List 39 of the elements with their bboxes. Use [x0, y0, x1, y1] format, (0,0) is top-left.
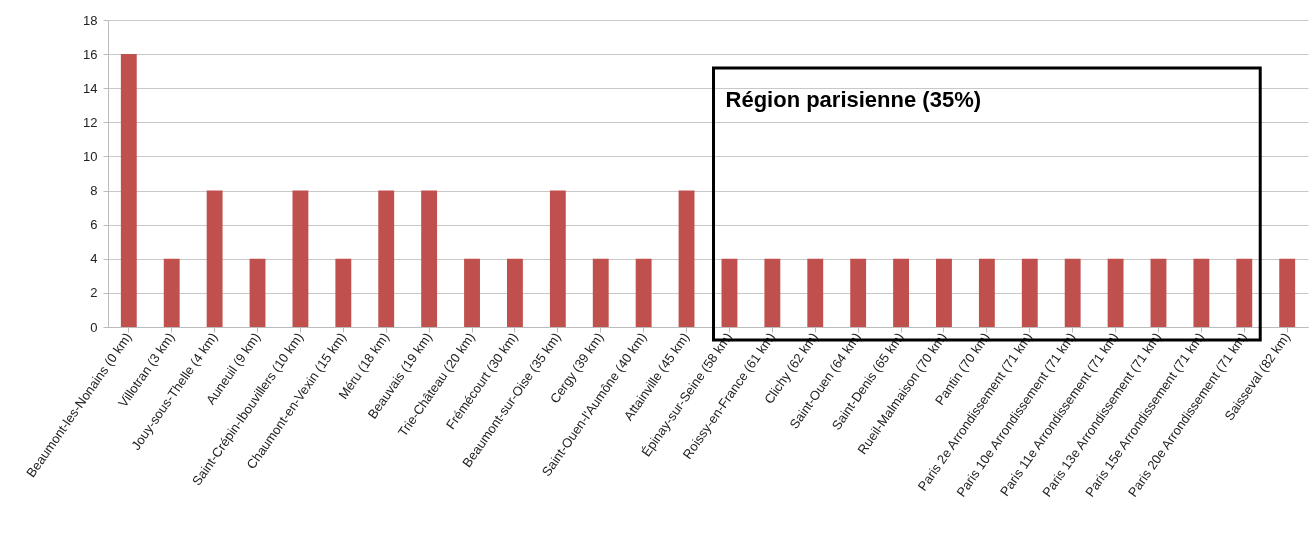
bar — [507, 258, 523, 327]
bar — [249, 258, 266, 327]
bar — [163, 258, 180, 327]
bar — [1193, 258, 1210, 327]
bar — [721, 258, 738, 327]
y-tick-label: 0 — [90, 319, 98, 335]
bar — [764, 258, 781, 327]
y-tick-label: 14 — [83, 80, 98, 96]
bar — [850, 258, 867, 327]
y-tick-label: 8 — [90, 183, 98, 199]
bar — [1064, 258, 1081, 327]
bar — [635, 258, 652, 327]
bar — [978, 258, 995, 327]
y-tick-label: 12 — [83, 114, 98, 130]
bar — [807, 258, 824, 327]
annotation: Région parisienne (35%) — [725, 87, 982, 112]
bar — [120, 54, 137, 327]
bar — [1107, 258, 1124, 327]
bar — [1021, 258, 1038, 327]
bar — [335, 258, 352, 327]
bar — [678, 190, 695, 327]
bar — [378, 190, 395, 327]
y-tick-label: 16 — [83, 46, 98, 62]
bar — [1150, 258, 1167, 327]
bar — [292, 190, 309, 327]
y-tick-label: 6 — [90, 217, 98, 233]
bar — [549, 190, 566, 327]
y-tick-label: 10 — [83, 148, 98, 164]
bar — [1279, 258, 1296, 327]
bar — [936, 258, 952, 327]
bar — [206, 190, 223, 327]
bar — [464, 258, 480, 327]
bar — [893, 258, 909, 327]
y-tick-label: 2 — [90, 285, 98, 301]
bar — [592, 258, 609, 327]
bar — [421, 190, 438, 327]
y-tick-label: 18 — [83, 12, 98, 28]
y-tick-label: 4 — [90, 251, 98, 267]
bar — [1236, 258, 1253, 327]
